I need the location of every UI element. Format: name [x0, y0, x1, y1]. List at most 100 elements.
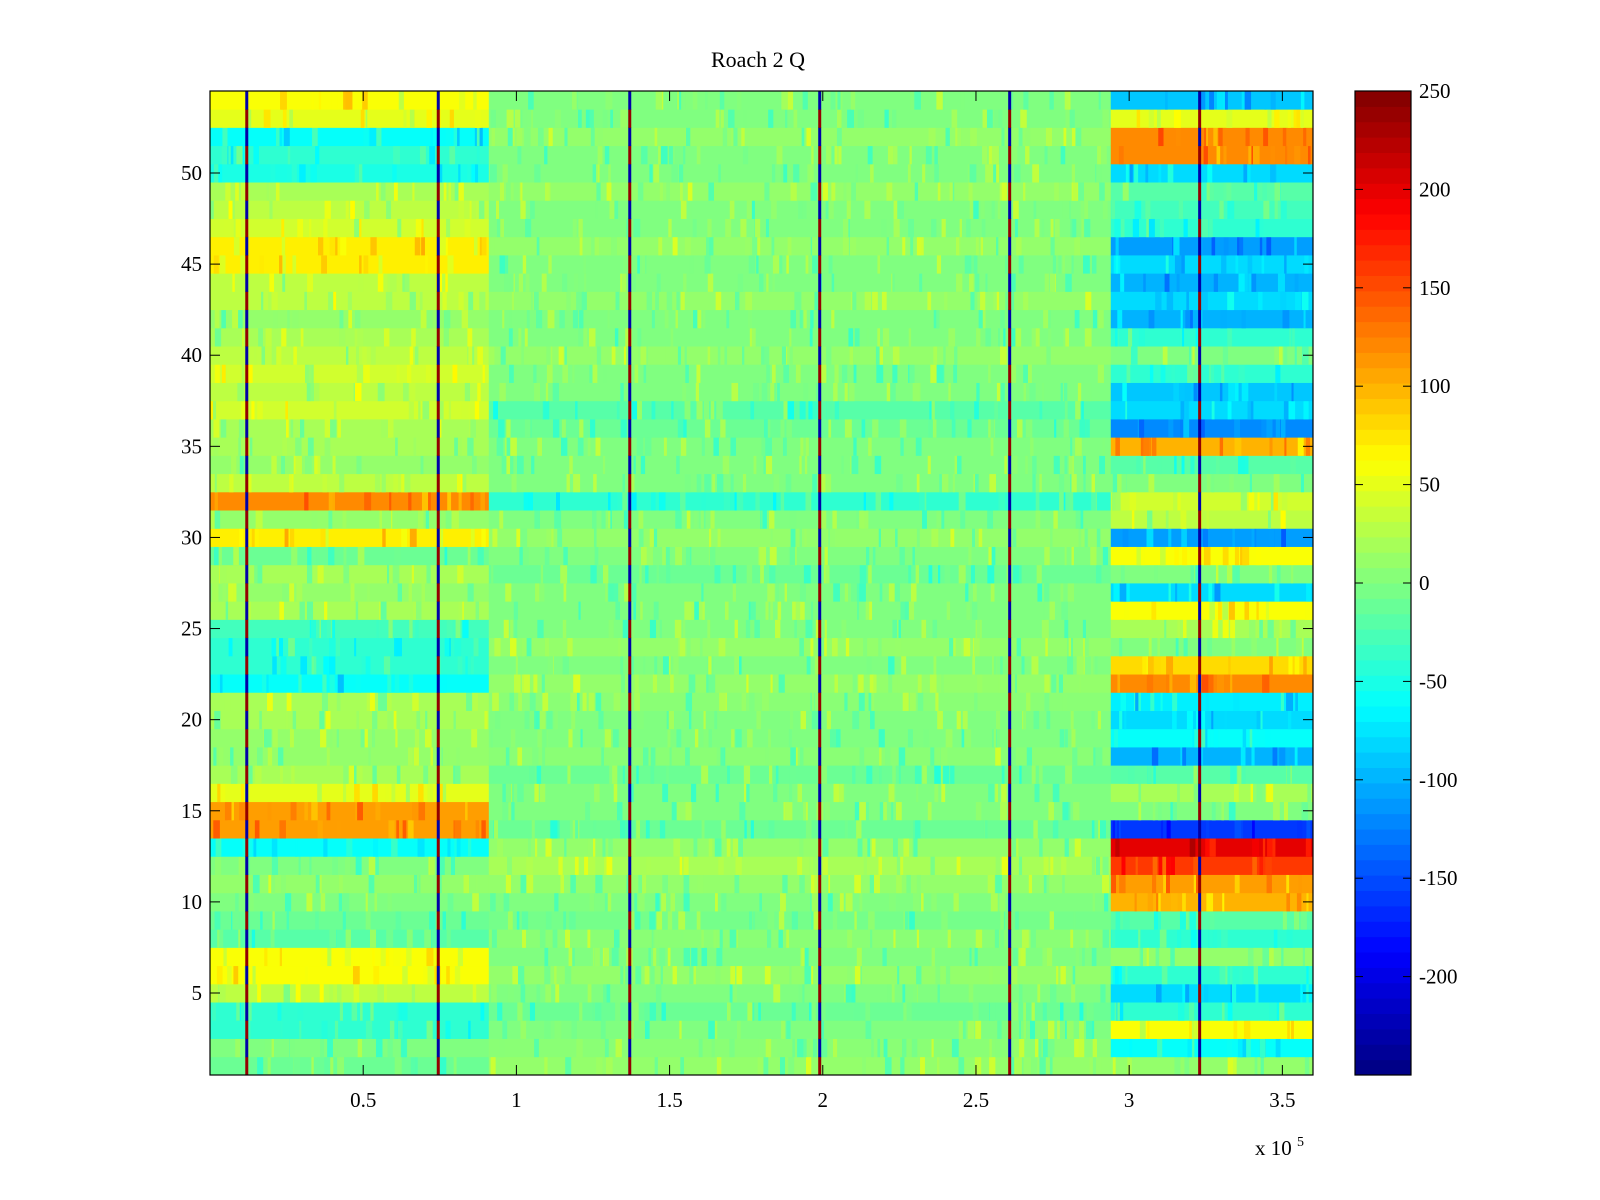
heatmap-texture [799, 747, 804, 766]
heatmap-texture [401, 1002, 408, 1021]
heatmap-texture [1030, 929, 1036, 948]
heatmap-texture [1091, 947, 1097, 967]
heatmap-texture [401, 473, 408, 493]
heatmap-texture [1294, 273, 1299, 292]
heatmap-texture [509, 364, 514, 383]
heatmap-texture [683, 856, 689, 875]
heatmap-texture [1027, 364, 1032, 383]
heatmap-texture [1014, 163, 1021, 183]
heatmap-texture [822, 838, 829, 857]
heatmap-texture [300, 327, 304, 347]
heatmap-texture [295, 838, 298, 857]
heatmap-texture [1182, 892, 1186, 912]
heatmap-texture [1143, 273, 1146, 292]
spike-column-4-cell [818, 929, 822, 948]
heatmap-texture [888, 674, 893, 693]
heatmap-texture [1065, 109, 1071, 128]
heatmap-texture [681, 1056, 688, 1076]
spike-column-5-cell [1008, 874, 1012, 894]
colorbar-level [1355, 183, 1411, 200]
heatmap-texture [1287, 1020, 1290, 1039]
heatmap-texture [1286, 929, 1293, 948]
heatmap-texture [1117, 309, 1123, 329]
spike-columns [245, 91, 1202, 1076]
heatmap-texture [213, 747, 216, 766]
heatmap-texture [1018, 255, 1024, 274]
heatmap-texture [298, 856, 301, 875]
heatmap-texture [1266, 783, 1274, 803]
heatmap-texture [484, 710, 488, 730]
heatmap-texture [854, 965, 861, 985]
heatmap-texture [1064, 91, 1069, 110]
heatmap-texture [1136, 546, 1142, 566]
spike-column-5-cell [1008, 619, 1012, 639]
heatmap-texture [412, 692, 419, 711]
spike-column-4-cell [818, 1020, 822, 1039]
spike-column-3-cell [628, 892, 632, 912]
heatmap-texture [1115, 255, 1119, 274]
heatmap-texture [702, 601, 705, 620]
heatmap-texture [1201, 291, 1208, 311]
heatmap-texture [1115, 473, 1122, 493]
colorbar-level [1355, 244, 1411, 261]
heatmap-texture [1293, 911, 1300, 930]
heatmap-texture [995, 291, 1000, 311]
spike-column-5-cell [1008, 127, 1012, 147]
heatmap-texture [914, 182, 919, 201]
spike-column-2-cell [436, 983, 440, 1003]
heatmap-texture [1120, 564, 1125, 584]
heatmap-texture [272, 911, 275, 930]
heatmap-texture [1227, 200, 1230, 219]
heatmap-texture [411, 983, 416, 1003]
heatmap-texture [1104, 892, 1109, 912]
heatmap-texture [243, 601, 246, 620]
heatmap-texture [1292, 327, 1295, 347]
heatmap-texture [1203, 145, 1208, 165]
heatmap-texture [1189, 838, 1196, 857]
heatmap-texture [1129, 163, 1133, 183]
heatmap-texture [1185, 400, 1189, 420]
heatmap-texture [1179, 911, 1186, 930]
heatmap-texture [621, 674, 625, 693]
heatmap-texture [850, 583, 858, 602]
heatmap-texture [1149, 364, 1154, 383]
heatmap-texture [387, 892, 392, 912]
heatmap-texture [844, 692, 848, 711]
spike-column-3-cell [628, 564, 632, 584]
heatmap-texture [1298, 874, 1303, 894]
heatmap-texture [419, 491, 424, 511]
spike-column-2-cell [436, 546, 440, 566]
heatmap-texture [1236, 564, 1240, 584]
heatmap-texture [765, 455, 773, 475]
heatmap-texture [633, 218, 641, 238]
heatmap-texture [1282, 309, 1290, 329]
heatmap-texture [1201, 218, 1209, 238]
heatmap-texture [545, 382, 549, 402]
heatmap-texture [1251, 528, 1255, 547]
heatmap-texture [642, 255, 646, 274]
heatmap-texture [1270, 91, 1276, 110]
heatmap-texture [1001, 783, 1007, 803]
heatmap-texture [760, 564, 764, 584]
heatmap-texture [847, 965, 853, 985]
heatmap-texture [271, 637, 276, 657]
heatmap-texture [587, 838, 594, 857]
heatmap-texture [499, 510, 504, 529]
heatmap-texture [283, 127, 290, 147]
heatmap-texture [1161, 965, 1168, 985]
spike-column-1-cell [245, 236, 249, 256]
heatmap-texture [701, 947, 708, 967]
heatmap-texture [507, 856, 512, 875]
heatmap-texture [1046, 346, 1051, 365]
spike-column-5-cell [1008, 929, 1012, 948]
spike-column-6-cell [1198, 1038, 1202, 1058]
heatmap-texture [593, 819, 597, 839]
heatmap-texture [326, 747, 330, 766]
heatmap-texture [852, 674, 857, 693]
heatmap-row-3-segment-3 [1110, 1020, 1314, 1039]
heatmap-texture [276, 637, 279, 657]
heatmap-texture [602, 838, 606, 857]
heatmap-texture [1280, 419, 1286, 438]
heatmap-texture [1259, 236, 1263, 256]
heatmap-row-48-segment-3 [1110, 200, 1314, 219]
